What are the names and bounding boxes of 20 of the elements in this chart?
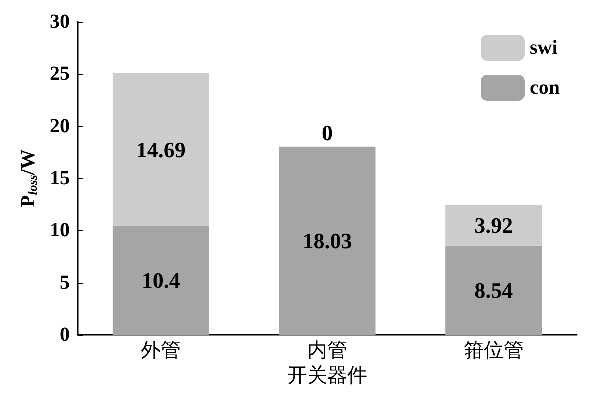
x-axis-title: 开关器件	[288, 364, 368, 387]
legend-label: swi	[530, 37, 558, 59]
y-tick-label: 5	[60, 272, 70, 294]
data-label: 8.54	[474, 278, 514, 303]
data-label: 0	[322, 120, 333, 146]
x-tick-label: 外管	[141, 340, 182, 362]
x-tick-label: 内管	[308, 340, 348, 362]
y-tick-label: 20	[50, 115, 70, 138]
data-label: 10.4	[142, 268, 180, 294]
y-tick-label: 10	[50, 220, 70, 242]
y-tick-label: 30	[50, 11, 70, 33]
y-tick-label: 25	[50, 63, 70, 86]
data-label: 14.69	[136, 137, 186, 162]
y-tick-label: 15	[50, 168, 70, 190]
data-label: 18.03	[302, 228, 352, 254]
x-tick-label: 箝位管	[464, 340, 524, 362]
legend-label: con	[530, 77, 560, 99]
y-axis-title: Ploss/W	[18, 149, 40, 208]
data-label: 3.92	[474, 212, 514, 238]
y-tick-label: 0	[60, 324, 70, 346]
